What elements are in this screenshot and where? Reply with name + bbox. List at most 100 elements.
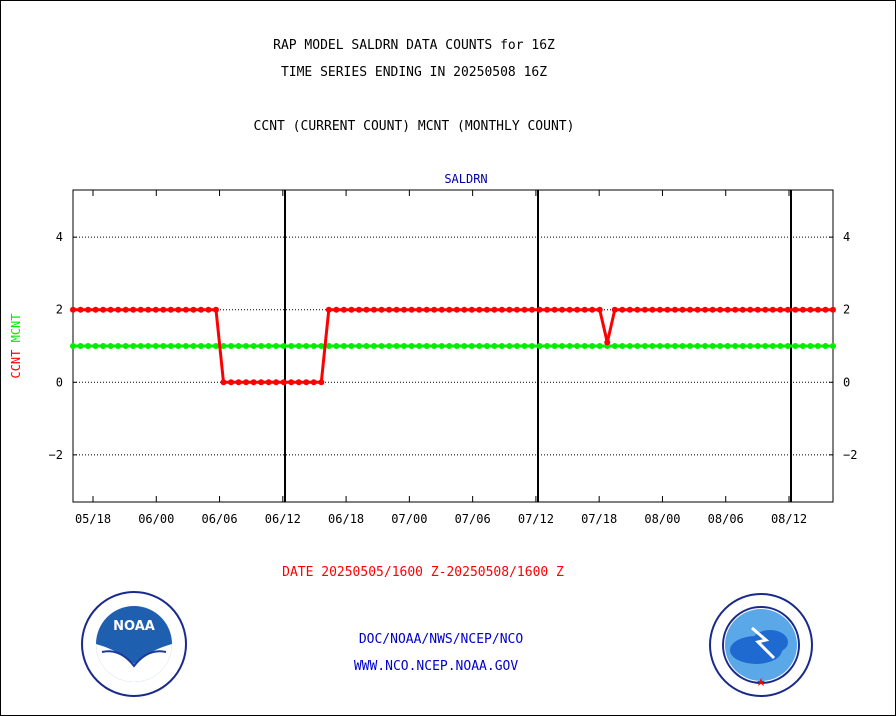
- data-point-mcnt: [513, 343, 520, 349]
- data-point-ccnt: [521, 306, 528, 313]
- data-point-mcnt: [122, 343, 129, 349]
- data-point-ccnt: [190, 306, 197, 313]
- data-point-mcnt: [243, 343, 250, 349]
- data-point-mcnt: [807, 343, 814, 349]
- data-point-ccnt: [559, 306, 566, 313]
- data-point-mcnt: [611, 343, 618, 349]
- data-point-ccnt: [529, 306, 536, 313]
- data-point-mcnt: [754, 343, 761, 349]
- data-point-ccnt: [363, 306, 370, 313]
- data-point-ccnt: [348, 306, 355, 313]
- data-point-ccnt: [702, 306, 709, 313]
- data-point-ccnt: [107, 306, 114, 313]
- data-point-mcnt: [386, 343, 393, 349]
- data-point-ccnt: [649, 306, 656, 313]
- data-point-ccnt: [160, 306, 167, 313]
- data-point-ccnt: [754, 306, 761, 313]
- data-point-mcnt: [220, 343, 227, 349]
- data-point-mcnt: [182, 343, 189, 349]
- data-point-mcnt: [258, 343, 265, 349]
- data-point-ccnt: [355, 306, 362, 313]
- data-point-mcnt: [363, 343, 370, 349]
- data-point-ccnt: [92, 306, 99, 313]
- data-point-ccnt: [70, 306, 76, 313]
- data-point-mcnt: [145, 343, 152, 349]
- data-point-ccnt: [228, 379, 235, 386]
- data-point-ccnt: [378, 306, 385, 313]
- data-point-ccnt: [446, 306, 453, 313]
- data-point-mcnt: [333, 343, 340, 349]
- data-point-mcnt: [559, 343, 566, 349]
- data-point-mcnt: [401, 343, 408, 349]
- data-point-ccnt: [265, 379, 272, 386]
- x-tick-label: 08/00: [644, 512, 680, 526]
- data-point-mcnt: [506, 343, 513, 349]
- data-point-ccnt: [671, 306, 678, 313]
- data-point-ccnt: [792, 306, 799, 313]
- data-point-ccnt: [544, 306, 551, 313]
- y-axis-label: CCNT MCNT: [9, 313, 23, 378]
- data-point-mcnt: [732, 343, 739, 349]
- data-point-ccnt: [137, 306, 144, 313]
- data-point-mcnt: [461, 343, 468, 349]
- x-tick-label: 07/18: [581, 512, 617, 526]
- x-tick-label: 06/06: [201, 512, 237, 526]
- data-point-ccnt: [476, 306, 483, 313]
- data-point-ccnt: [393, 306, 400, 313]
- data-point-mcnt: [348, 343, 355, 349]
- y-tick-label-left: −2: [49, 448, 63, 462]
- data-point-ccnt: [762, 306, 769, 313]
- data-point-mcnt: [799, 343, 806, 349]
- data-point-mcnt: [340, 343, 347, 349]
- data-point-mcnt: [325, 343, 332, 349]
- data-point-ccnt: [370, 306, 377, 313]
- data-point-mcnt: [446, 343, 453, 349]
- data-point-ccnt: [709, 306, 716, 313]
- data-point-ccnt: [656, 306, 663, 313]
- x-tick-label: 06/00: [138, 512, 174, 526]
- data-point-ccnt: [288, 379, 295, 386]
- data-point-mcnt: [581, 343, 588, 349]
- data-point-ccnt: [634, 306, 641, 313]
- data-point-mcnt: [378, 343, 385, 349]
- data-point-ccnt: [739, 306, 746, 313]
- data-point-mcnt: [822, 343, 829, 349]
- data-point-mcnt: [250, 343, 257, 349]
- data-point-ccnt: [483, 306, 490, 313]
- data-point-mcnt: [212, 343, 219, 349]
- data-point-mcnt: [679, 343, 686, 349]
- website-label: WWW.NCO.NCEP.NOAA.GOV: [353, 659, 519, 674]
- x-tick-label: 08/12: [771, 512, 807, 526]
- chart-subtitle: CCNT (CURRENT COUNT) MCNT (MONTHLY COUNT…: [253, 119, 575, 134]
- data-point-mcnt: [100, 343, 107, 349]
- data-point-ccnt: [100, 306, 107, 313]
- data-point-ccnt: [551, 306, 558, 313]
- data-point-mcnt: [694, 343, 701, 349]
- data-point-mcnt: [814, 343, 821, 349]
- data-point-ccnt: [566, 306, 573, 313]
- data-point-mcnt: [529, 343, 536, 349]
- data-point-ccnt: [431, 306, 438, 313]
- y-tick-label-left: 0: [56, 375, 63, 389]
- data-point-ccnt: [130, 306, 137, 313]
- data-point-mcnt: [167, 343, 174, 349]
- data-point-ccnt: [273, 379, 280, 386]
- y-tick-label-right: −2: [843, 448, 857, 462]
- data-point-mcnt: [671, 343, 678, 349]
- data-point-ccnt: [340, 306, 347, 313]
- x-tick-label: 07/12: [518, 512, 554, 526]
- data-point-mcnt: [626, 343, 633, 349]
- data-point-mcnt: [649, 343, 656, 349]
- data-point-mcnt: [619, 343, 626, 349]
- data-point-ccnt: [830, 306, 836, 313]
- y-tick-label-right: 4: [843, 230, 850, 244]
- data-point-ccnt: [536, 306, 543, 313]
- data-point-mcnt: [784, 343, 791, 349]
- x-tick-label: 08/06: [708, 512, 744, 526]
- data-point-mcnt: [702, 343, 709, 349]
- y-tick-label-left: 2: [56, 303, 63, 317]
- data-point-ccnt: [438, 306, 445, 313]
- data-point-mcnt: [468, 343, 475, 349]
- data-point-ccnt: [777, 306, 784, 313]
